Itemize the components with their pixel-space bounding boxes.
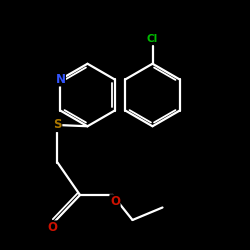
Text: S: S	[53, 118, 62, 132]
Text: O: O	[110, 195, 120, 208]
Text: N: N	[56, 73, 66, 86]
Text: O: O	[48, 221, 58, 234]
Text: Cl: Cl	[147, 34, 158, 44]
